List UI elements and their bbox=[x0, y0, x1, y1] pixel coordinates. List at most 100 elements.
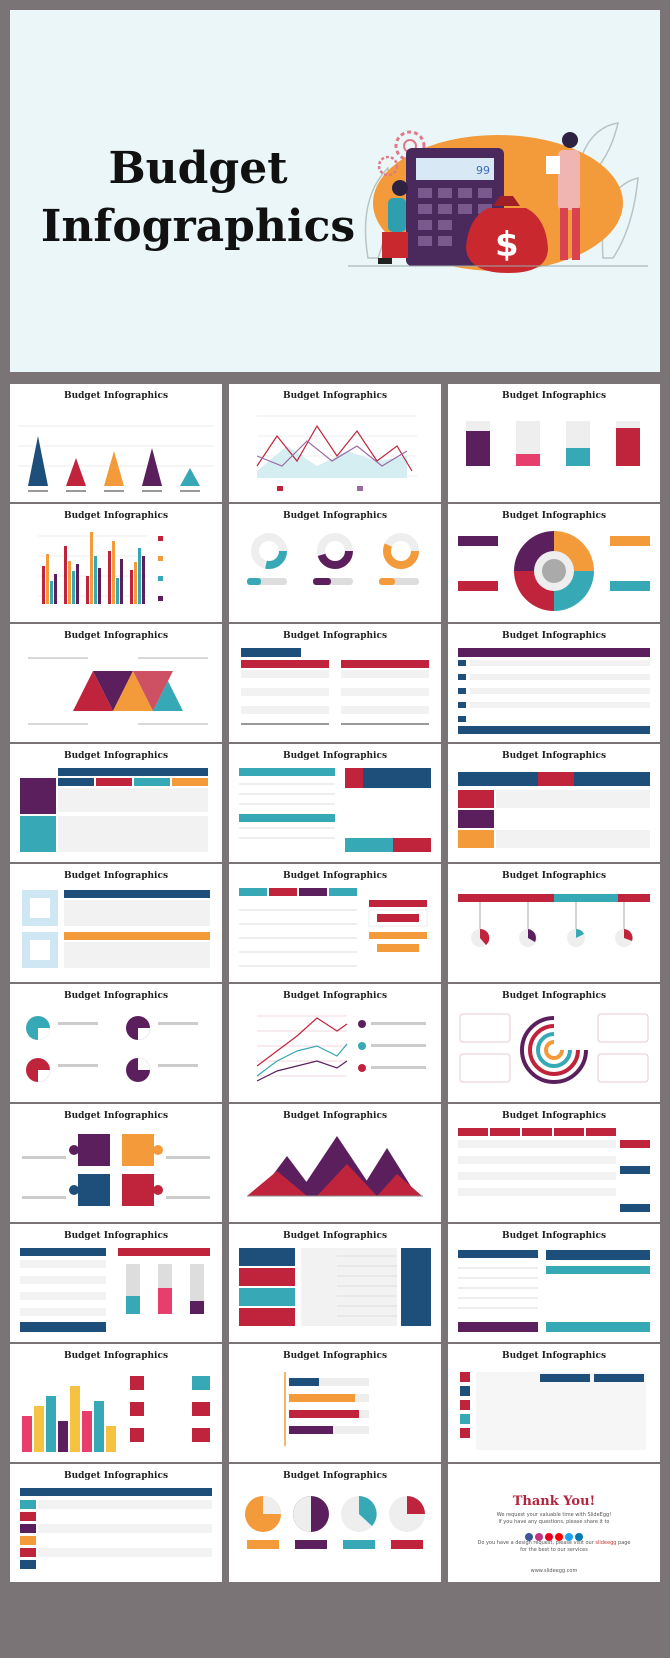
linkedin-icon[interactable] bbox=[575, 1533, 583, 1541]
hero-slide: Budget Infographics 99 $ bbox=[10, 10, 660, 372]
slide-title: Budget Infographics bbox=[501, 1111, 607, 1121]
slide-thumbnail[interactable]: Budget Infographics bbox=[10, 1344, 222, 1462]
hero-title: Budget Infographics bbox=[38, 140, 358, 256]
four-pies bbox=[245, 1496, 425, 1549]
income-table bbox=[458, 772, 650, 848]
thank-you-line4: for the best to our services bbox=[520, 1547, 588, 1553]
thank-you-slide[interactable]: Thank You! We request your valuable time… bbox=[448, 1464, 660, 1582]
monthly-table bbox=[20, 1488, 212, 1569]
radial-bars bbox=[459, 1013, 649, 1084]
slide-thumbnail[interactable]: Budget Infographics bbox=[229, 744, 441, 862]
slide-thumbnail[interactable]: Budget Infographics bbox=[448, 744, 660, 862]
slide-thumbnail[interactable]: Budget Infographics bbox=[229, 984, 441, 1102]
pie-comparison bbox=[26, 1016, 198, 1082]
pixel-bar-chart bbox=[22, 1376, 210, 1452]
pinterest-icon[interactable] bbox=[545, 1533, 553, 1541]
twitter-icon[interactable] bbox=[565, 1533, 573, 1541]
icon-table bbox=[22, 890, 210, 968]
column-progress bbox=[466, 421, 640, 466]
slide-title: Budget Infographics bbox=[282, 991, 388, 1001]
technology-budget bbox=[239, 888, 428, 967]
slide-thumbnail[interactable]: Budget Infographics bbox=[448, 1104, 660, 1222]
thank-you-line2: If you have any questions, please share … bbox=[498, 1519, 610, 1525]
multi-line-chart bbox=[256, 1015, 426, 1082]
thank-you-title: Thank You! bbox=[512, 1494, 596, 1509]
slide-title: Budget Infographics bbox=[63, 631, 169, 641]
slideegg-link[interactable]: slideegg bbox=[595, 1540, 617, 1546]
slide-thumbnail[interactable]: Budget Infographics bbox=[448, 984, 660, 1102]
budget-table bbox=[241, 648, 429, 725]
quad-blocks bbox=[22, 1134, 210, 1206]
youtube-icon[interactable] bbox=[555, 1533, 563, 1541]
expense-summary bbox=[458, 1250, 650, 1332]
quarter-budget-bars bbox=[20, 1248, 210, 1332]
slide-title: Budget Infographics bbox=[63, 1231, 169, 1241]
slide-title: Budget Infographics bbox=[501, 1351, 607, 1361]
slide-title: Budget Infographics bbox=[63, 991, 169, 1001]
slide-thumbnail[interactable]: Budget Infographics bbox=[10, 1104, 222, 1222]
slide-thumbnail[interactable]: Budget Infographics bbox=[448, 624, 660, 742]
slide-title: Budget Infographics bbox=[501, 1231, 607, 1241]
triangle-chart bbox=[18, 425, 214, 492]
slide-thumbnail[interactable]: Budget Infographics bbox=[10, 864, 222, 982]
slide-thumbnail[interactable]: Budget Infographics bbox=[10, 384, 222, 502]
slide-title: Budget Infographics bbox=[282, 1111, 388, 1121]
slide-thumbnail[interactable]: Budget Infographics bbox=[448, 1344, 660, 1462]
slide-thumbnail[interactable]: Budget Infographics bbox=[448, 864, 660, 982]
thank-you-line3: Do you have a design request, please vis… bbox=[468, 1540, 640, 1546]
slide-title: Budget Infographics bbox=[63, 391, 169, 401]
slide-thumbnail[interactable]: Budget Infographics bbox=[448, 504, 660, 622]
slide-title: Budget Infographics bbox=[282, 871, 388, 881]
slide-title: Budget Infographics bbox=[282, 391, 388, 401]
hero-title-line2: Infographics bbox=[40, 201, 356, 252]
slide-thumbnail[interactable]: Budget Infographics bbox=[229, 1104, 441, 1222]
facebook-icon[interactable] bbox=[525, 1533, 533, 1541]
slide-title: Budget Infographics bbox=[63, 871, 169, 881]
thank-you-line1: We request your valuable time with Slide… bbox=[496, 1512, 612, 1518]
slide-thumbnail[interactable]: Budget Infographics bbox=[229, 1224, 441, 1342]
segmented-circle bbox=[458, 531, 650, 611]
slide-thumbnail[interactable]: Budget Infographics bbox=[10, 504, 222, 622]
expense-table bbox=[239, 768, 431, 852]
website-url[interactable]: www.slideegg.com bbox=[530, 1568, 578, 1574]
horizontal-bars bbox=[284, 1372, 369, 1446]
slide-title: Budget Infographics bbox=[282, 511, 388, 521]
hero-title-line1: Budget bbox=[108, 143, 288, 194]
budget-illustration: 99 $ bbox=[348, 122, 648, 273]
slide-thumbnail[interactable]: Budget Infographics bbox=[448, 384, 660, 502]
business-budget-table bbox=[460, 1372, 646, 1450]
slide-title: Budget Infographics bbox=[63, 1471, 169, 1481]
quarter-table bbox=[458, 648, 650, 734]
slide-title: Budget Infographics bbox=[282, 1471, 388, 1481]
slide-title: Budget Infographics bbox=[282, 751, 388, 761]
slide-title: Budget Infographics bbox=[63, 511, 169, 521]
mountain-chart bbox=[247, 1136, 423, 1197]
budget-grid-table bbox=[20, 768, 208, 852]
slide-thumbnail[interactable]: Budget Infographics bbox=[229, 1344, 441, 1462]
donut-charts bbox=[247, 533, 419, 585]
slide-thumbnail[interactable]: Budget Infographics bbox=[229, 864, 441, 982]
monthly-pies bbox=[458, 894, 650, 947]
slide-thumbnail[interactable]: Budget Infographics bbox=[10, 984, 222, 1102]
slide-thumbnail[interactable]: Budget Infographics bbox=[10, 624, 222, 742]
instagram-icon[interactable] bbox=[535, 1533, 543, 1541]
slide-title: Budget Infographics bbox=[282, 1231, 388, 1241]
slide-thumbnail[interactable]: Budget Infographics bbox=[10, 1224, 222, 1342]
thank-you-line3-text: Do you have a design request, please vis… bbox=[477, 1540, 594, 1546]
bar-chart bbox=[38, 532, 163, 604]
slide-thumbnail[interactable]: Budget Infographics bbox=[229, 504, 441, 622]
slide-title: Budget Infographics bbox=[63, 1111, 169, 1121]
slide-title: Budget Infographics bbox=[501, 871, 607, 881]
slide-thumbnail[interactable]: Budget Infographics bbox=[448, 1224, 660, 1342]
thank-you-line3-end: page bbox=[618, 1540, 631, 1546]
slide-thumbnail[interactable]: Budget Infographics bbox=[229, 384, 441, 502]
slide-thumbnail[interactable]: Budget Infographics bbox=[10, 744, 222, 862]
social-icons bbox=[448, 1526, 660, 1545]
slide-thumbnail[interactable]: Budget Infographics bbox=[229, 624, 441, 742]
quarter-icons-table bbox=[458, 1128, 650, 1212]
slide-title: Budget Infographics bbox=[501, 391, 607, 401]
slide-title: Budget Infographics bbox=[501, 631, 607, 641]
slide-thumbnail[interactable]: Budget Infographics bbox=[229, 1464, 441, 1582]
slide-thumbnail[interactable]: Budget Infographics bbox=[10, 1464, 222, 1582]
triangle-process bbox=[28, 657, 208, 725]
